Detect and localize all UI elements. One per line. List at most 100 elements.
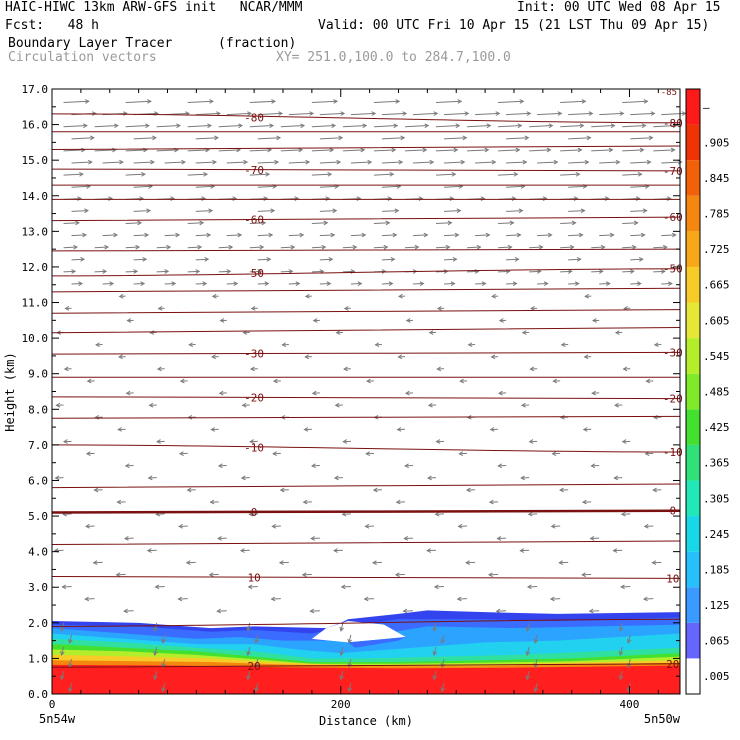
vector-head [209,99,214,104]
vector-head [615,159,621,165]
vector-head [530,306,535,311]
vector-shaft [373,125,398,128]
vector-shaft [195,112,220,116]
vector-shaft [560,270,572,273]
vector-shaft [373,222,390,225]
wind-vector [186,487,196,493]
vector-shaft [125,100,151,104]
vector-head [92,560,98,565]
vector-shaft [247,646,251,656]
vector-head [451,171,457,177]
wind-vector [156,366,165,372]
wind-vector [63,244,79,250]
vector-shaft [661,161,682,164]
wind-vector [630,159,652,165]
vector-shaft [537,112,562,116]
wind-vector [620,584,631,590]
vector-head [81,147,86,153]
vector-shaft [381,282,393,285]
vector-shaft [63,173,83,176]
wind-vector [55,402,64,408]
wind-vector [343,306,351,311]
vector-shaft [311,173,332,176]
vector-shaft [226,161,248,164]
y-tick-label: 17.0 [22,83,49,96]
y-tick-label: 4.0 [28,546,48,559]
wind-vector [71,135,95,141]
vector-head [427,475,432,481]
wind-vector [560,147,583,153]
vector-head [334,402,340,408]
vector-shaft [560,246,574,249]
wind-vector [63,196,82,201]
wind-vector [209,499,219,505]
wind-vector [404,244,420,250]
wind-vector [381,135,406,141]
vector-head [147,99,152,104]
colorbar-label: .305 [703,492,730,505]
wind-vector [520,475,530,481]
wind-vector [301,572,312,578]
isotherm-line [51,618,681,627]
wind-vector [63,171,84,177]
colorbar-frame [685,88,701,695]
wind-vector [591,147,614,153]
vector-head [433,111,439,116]
vector-head [558,560,564,565]
vector-head [612,548,618,553]
vector-shaft [498,125,522,128]
wind-vector [591,196,610,201]
vector-head [239,548,245,553]
wind-vector [272,451,281,456]
wind-vector [364,523,374,529]
wind-vector [498,99,525,104]
vector-head [279,487,285,493]
vector-shaft [568,234,583,237]
wind-vector [71,159,93,165]
vector-head [338,135,344,141]
vector-head [166,244,172,250]
wind-vector [643,523,654,529]
vector-head [390,257,396,262]
vector-head [156,439,161,444]
vector-head [366,378,371,384]
wind-vector [568,232,584,238]
wind-vector [435,220,453,226]
vector-shaft [506,258,519,261]
wind-vector [288,232,305,238]
vector-head [270,596,276,602]
wind-vector [211,354,219,360]
vector-shaft [125,270,138,273]
wind-vector [92,560,103,565]
vector-shaft [249,222,266,225]
vector-shaft [441,634,445,644]
colorbar: .005 .065 .125 .185 .245 .305 .365 .425 .485 .545… [685,88,730,695]
colorbar-swatch [686,89,700,125]
vector-head [117,427,123,432]
wind-vector [133,208,152,214]
vector-shaft [498,246,512,249]
wind-vector [412,232,429,238]
vector-head [620,584,625,590]
wind-vector [435,244,451,250]
vector-head [586,135,592,141]
vector-head [591,318,597,323]
x-axis-label: Distance (km) [319,714,413,728]
vector-shaft [218,149,241,152]
wind-vector [432,671,438,681]
wind-vector [373,171,395,177]
wind-vector [372,487,382,493]
wind-vector [257,159,280,165]
vector-head [246,626,251,632]
vector-shaft [630,210,647,212]
vector-shaft [653,246,667,249]
vector-shaft [435,149,458,152]
vector-head [608,147,614,153]
wind-vector [311,99,339,104]
wind-vector [490,354,499,360]
wind-vector [498,196,517,201]
wind-vector [443,159,466,165]
wind-vector [247,584,258,590]
wind-vector [440,683,446,693]
